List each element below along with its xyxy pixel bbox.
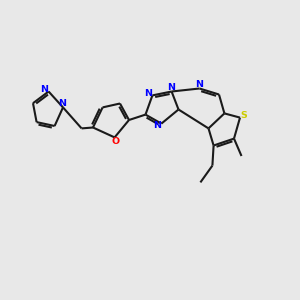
- Text: N: N: [168, 83, 176, 92]
- Text: N: N: [40, 85, 48, 94]
- Text: S: S: [241, 111, 247, 120]
- Text: N: N: [196, 80, 203, 89]
- Text: O: O: [111, 137, 119, 146]
- Text: N: N: [144, 89, 152, 98]
- Text: N: N: [153, 121, 161, 130]
- Text: N: N: [58, 99, 66, 108]
